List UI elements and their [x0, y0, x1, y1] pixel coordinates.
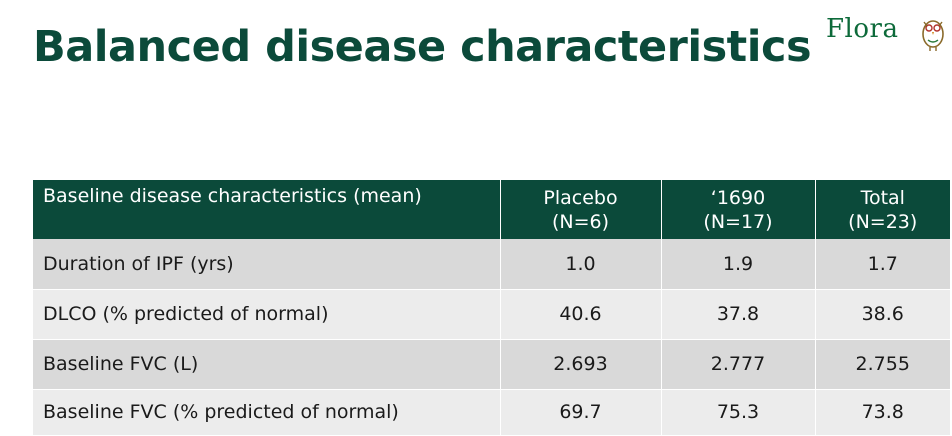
cell-placebo: 2.693 — [500, 338, 662, 389]
header-placebo: Placebo (N=6) — [500, 180, 662, 239]
header-total: Total (N=23) — [815, 180, 950, 239]
table-row: Baseline FVC (% predicted of normal) 69.… — [33, 388, 950, 435]
header-placebo-name: Placebo — [543, 186, 618, 209]
cell-1690: 1.9 — [661, 239, 816, 289]
row-label: Baseline FVC (L) — [33, 338, 501, 389]
cell-1690: 75.3 — [661, 388, 816, 435]
cell-placebo: 1.0 — [500, 239, 662, 289]
cell-1690: 37.8 — [661, 288, 816, 339]
cell-placebo: 40.6 — [500, 288, 662, 339]
table-header-row: Baseline disease characteristics (mean) … — [33, 180, 950, 239]
header-total-n: (N=23) — [848, 210, 918, 233]
header-total-name: Total — [860, 186, 905, 209]
owl-icon — [922, 20, 944, 51]
header-placebo-n: (N=6) — [551, 210, 610, 233]
table-row: DLCO (% predicted of normal) 40.6 37.8 3… — [33, 288, 950, 339]
slide-title: Balanced disease characteristics — [33, 22, 812, 72]
header-1690-name: ‘1690 — [710, 186, 766, 209]
logo-text: Flora — [826, 14, 899, 44]
disease-characteristics-table: Baseline disease characteristics (mean) … — [33, 180, 950, 435]
cell-1690: 2.777 — [661, 338, 816, 389]
cell-placebo: 69.7 — [500, 388, 662, 435]
header-label: Baseline disease characteristics (mean) — [33, 180, 501, 239]
cell-total: 73.8 — [815, 388, 950, 435]
row-label: DLCO (% predicted of normal) — [33, 288, 501, 339]
table-row: Baseline FVC (L) 2.693 2.777 2.755 — [33, 338, 950, 389]
header-1690-n: (N=17) — [703, 210, 773, 233]
header-1690: ‘1690 (N=17) — [661, 180, 816, 239]
cell-total: 2.755 — [815, 338, 950, 389]
cell-total: 1.7 — [815, 239, 950, 289]
cell-total: 38.6 — [815, 288, 950, 339]
row-label: Baseline FVC (% predicted of normal) — [33, 388, 501, 435]
flora-logo: Flora — [826, 8, 950, 52]
table-row: Duration of IPF (yrs) 1.0 1.9 1.7 — [33, 239, 950, 289]
row-label: Duration of IPF (yrs) — [33, 239, 501, 289]
